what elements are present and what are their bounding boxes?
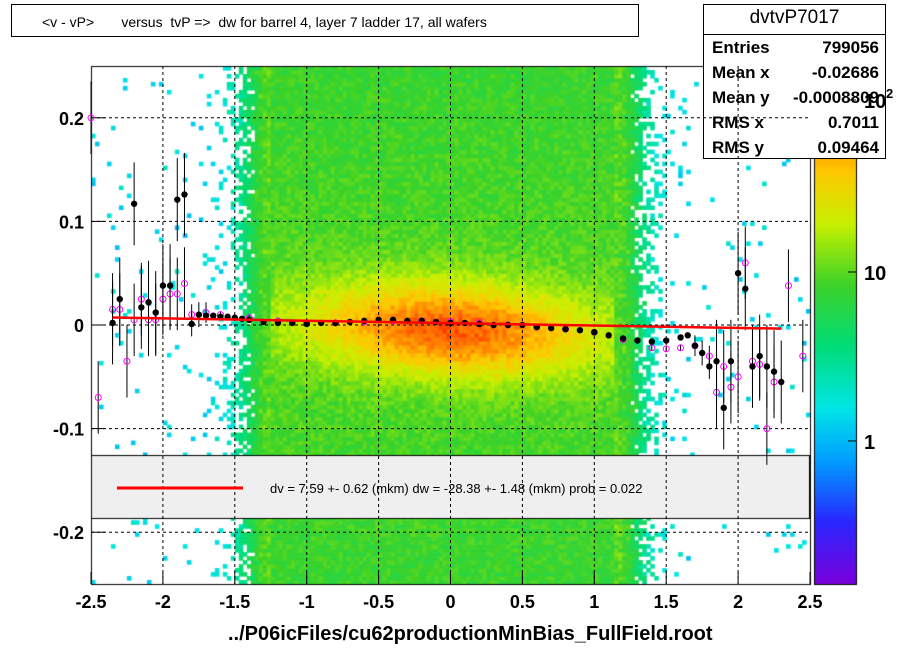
stats-value: 799056 xyxy=(822,38,879,57)
profile-filled-point xyxy=(749,363,756,370)
profile-filled-point xyxy=(778,378,785,386)
x-tick-label: -2 xyxy=(155,592,171,612)
profile-filled-point xyxy=(763,363,771,370)
profile-filled-point xyxy=(605,332,612,339)
profile-filled-point xyxy=(691,342,699,349)
stats-row-mean-y: Mean y -0.0008809 xyxy=(712,88,879,112)
profile-filled-point xyxy=(698,349,706,357)
y-tick-label: -0.1 xyxy=(53,420,84,440)
profile-open-point xyxy=(94,394,102,402)
profile-open-point xyxy=(123,357,131,365)
x-tick-label: 2 xyxy=(733,592,743,612)
x-tick-label: -1 xyxy=(299,592,315,612)
z-tick-label: 10 xyxy=(864,91,886,113)
profile-filled-point xyxy=(562,325,569,333)
legend-text: dv = 7.59 +- 0.62 (mkm) dw = -28.38 +- 1… xyxy=(270,481,642,496)
profile-open-point xyxy=(799,352,807,360)
y-tick-label: 0.2 xyxy=(59,109,84,129)
profile-filled-point xyxy=(159,282,167,289)
profile-filled-point xyxy=(152,309,159,316)
fit-line xyxy=(112,316,782,330)
profile-open-point xyxy=(173,290,181,298)
y-tick-label: 0 xyxy=(74,316,84,336)
y-tick-label: 0.1 xyxy=(59,212,84,232)
profile-filled-point xyxy=(727,358,735,365)
profile-filled-point xyxy=(303,320,310,328)
profile-open-point xyxy=(648,344,656,352)
x-tick-label: 0 xyxy=(445,592,455,612)
profile-filled-point xyxy=(166,282,174,289)
footer-text: ../P06icFiles/cu62productionMinBias_Full… xyxy=(228,623,713,645)
chart-title-box: <v - vP> versus tvP => dw for barrel 4, … xyxy=(11,4,639,37)
stats-value: -0.0008809 xyxy=(792,88,879,107)
profile-filled-point xyxy=(720,404,727,412)
x-tick-label: 1.5 xyxy=(654,592,679,612)
profile-filled-point xyxy=(756,352,763,360)
profile-filled-point xyxy=(547,324,555,332)
profile-filled-point xyxy=(684,332,691,339)
profile-filled-point xyxy=(109,319,116,327)
profile-filled-point xyxy=(210,312,217,319)
x-tick-label: 0.5 xyxy=(510,592,535,612)
profile-filled-point xyxy=(648,338,656,345)
profile-filled-point xyxy=(174,196,181,203)
stats-box: dvtvP7017 Entries 799056 Mean x -0.02686… xyxy=(703,4,886,159)
x-tick-label: 2.5 xyxy=(797,592,822,612)
profile-filled-point xyxy=(734,270,742,277)
profile-filled-point xyxy=(706,363,713,370)
profile-open-point xyxy=(784,282,792,290)
profile-open-point xyxy=(677,344,685,352)
profile-filled-point xyxy=(181,191,188,198)
profile-filled-point xyxy=(116,295,123,303)
profile-filled-point xyxy=(202,312,210,319)
stats-value: -0.02686 xyxy=(811,63,879,82)
stats-row-rms-y: RMS y 0.09464 xyxy=(712,138,879,162)
stats-label: Mean y xyxy=(712,88,770,107)
profile-filled-point xyxy=(576,326,584,334)
profile-open-point xyxy=(662,345,670,353)
profile-filled-point xyxy=(188,320,195,328)
stats-value: 0.09464 xyxy=(817,138,879,157)
stats-label: Entries xyxy=(712,38,770,57)
profile-filled-point xyxy=(634,337,641,344)
profile-open-point xyxy=(734,373,742,381)
stats-divider xyxy=(704,34,885,35)
x-tick-label: -2.5 xyxy=(75,592,106,612)
stats-row-mean-x: Mean x -0.02686 xyxy=(712,63,879,87)
stats-row-entries: Entries 799056 xyxy=(712,38,879,62)
profile-filled-point xyxy=(130,200,138,207)
profile-filled-point xyxy=(713,358,720,365)
stats-name: dvtvP7017 xyxy=(749,7,840,28)
y-tick-label: -0.2 xyxy=(53,523,84,543)
z-tick-label: 10 xyxy=(864,263,886,285)
x-tick-label: -0.5 xyxy=(363,592,394,612)
stats-value: 0.7011 xyxy=(827,113,879,132)
chart-title: <v - vP> versus tvP => dw for barrel 4, … xyxy=(42,14,487,30)
profile-filled-point xyxy=(195,311,203,318)
profile-open-point xyxy=(87,114,95,122)
profile-open-point xyxy=(180,280,188,288)
profile-filled-point xyxy=(677,334,684,341)
profile-filled-point xyxy=(742,285,749,292)
profile-filled-point xyxy=(619,335,627,342)
profile-filled-point xyxy=(145,299,152,306)
stats-label: RMS y xyxy=(712,138,764,157)
x-tick-label: 1 xyxy=(589,592,599,612)
profile-filled-point xyxy=(591,329,598,336)
stats-label: Mean x xyxy=(712,63,770,82)
profile-filled-point xyxy=(663,337,670,344)
profile-filled-point xyxy=(138,304,145,311)
profile-open-point xyxy=(763,425,771,433)
x-tick-label: -1.5 xyxy=(219,592,250,612)
profile-filled-point xyxy=(770,368,778,375)
z-tick-exponent: 2 xyxy=(886,86,893,101)
z-tick-label: 1 xyxy=(864,432,875,454)
